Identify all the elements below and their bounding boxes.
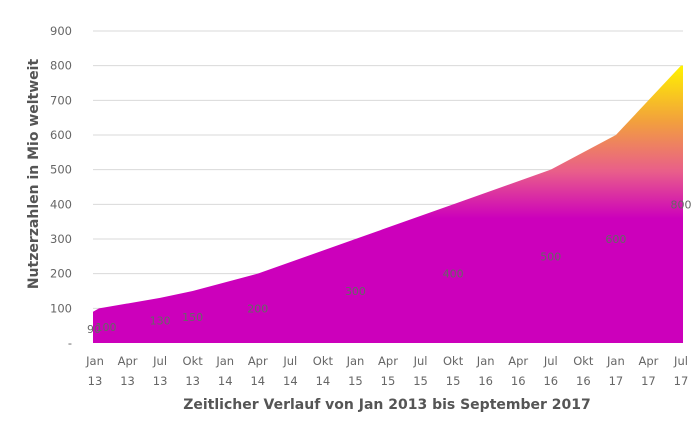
x-tick-year: 16 (478, 374, 493, 388)
x-axis-ticks: Jan 13 Apr 13 Jul 13 Okt 13 Jan 14 Apr 14 Jul 14 Okt 14… (85, 354, 688, 388)
x-tick-year: 13 (120, 374, 135, 388)
x-tick-year: 16 (576, 374, 591, 388)
data-label: 130 (150, 314, 171, 327)
x-tick-month: Jul (282, 354, 297, 368)
y-axis-title: Nutzerzahlen in Mio weltweit (26, 59, 42, 290)
data-label: 150 (182, 311, 203, 324)
data-label: 600 (605, 233, 626, 246)
y-tick-label: 200 (50, 267, 72, 281)
x-tick-month: Jul (413, 354, 428, 368)
y-tick-label: 900 (50, 24, 72, 38)
x-tick-year: 13 (153, 374, 168, 388)
data-label: 100 (96, 321, 117, 334)
data-label: 200 (247, 302, 268, 315)
x-tick-month: Jan (85, 354, 104, 368)
y-axis-ticks: - 100 200 300 400 500 600 700 800 900 (50, 24, 72, 350)
x-tick-month: Okt (443, 354, 464, 368)
x-tick-year: 15 (381, 374, 396, 388)
x-tick-year: 13 (88, 374, 103, 388)
x-tick-month: Okt (573, 354, 594, 368)
x-tick-month: Apr (508, 354, 528, 368)
gridlines (93, 30, 683, 309)
x-tick-year: 13 (185, 374, 200, 388)
data-label: 500 (540, 250, 561, 263)
area-series (93, 65, 683, 344)
y-tick-label: 100 (50, 301, 72, 315)
y-tick-label: 800 (50, 59, 72, 73)
x-tick-year: 17 (609, 374, 624, 388)
x-tick-year: 17 (674, 374, 689, 388)
x-tick-month: Apr (378, 354, 398, 368)
data-label: 90 (87, 323, 101, 336)
data-label: 400 (443, 268, 464, 281)
x-tick-year: 17 (641, 374, 656, 388)
x-tick-year: 15 (348, 374, 363, 388)
x-tick-month: Okt (313, 354, 334, 368)
x-tick-month: Apr (118, 354, 138, 368)
data-label: 800 (671, 198, 692, 211)
y-tick-label: 400 (50, 197, 72, 211)
x-tick-year: 14 (218, 374, 233, 388)
y-tick-label: 500 (50, 163, 72, 177)
x-tick-year: 14 (250, 374, 265, 388)
x-tick-month: Jan (215, 354, 234, 368)
x-tick-month: Apr (638, 354, 658, 368)
x-tick-year: 15 (446, 374, 461, 388)
x-tick-month: Jan (476, 354, 495, 368)
y-tick-label: 600 (50, 128, 72, 142)
x-tick-month: Jul (673, 354, 688, 368)
x-tick-year: 14 (283, 374, 298, 388)
x-tick-month: Jan (346, 354, 365, 368)
data-label: 300 (345, 285, 366, 298)
x-tick-month: Jul (152, 354, 167, 368)
x-tick-year: 14 (316, 374, 331, 388)
x-tick-year: 16 (511, 374, 526, 388)
x-tick-month: Okt (183, 354, 204, 368)
y-tick-label: 700 (50, 93, 72, 107)
x-tick-month: Jan (606, 354, 625, 368)
area-fill (93, 65, 683, 344)
y-tick-label: - (68, 336, 72, 350)
x-tick-year: 15 (413, 374, 428, 388)
x-tick-month: Apr (248, 354, 268, 368)
x-axis-title: Zeitlicher Verlauf von Jan 2013 bis Sept… (183, 397, 591, 413)
x-tick-year: 16 (543, 374, 558, 388)
y-tick-label: 300 (50, 232, 72, 246)
x-tick-month: Jul (543, 354, 558, 368)
